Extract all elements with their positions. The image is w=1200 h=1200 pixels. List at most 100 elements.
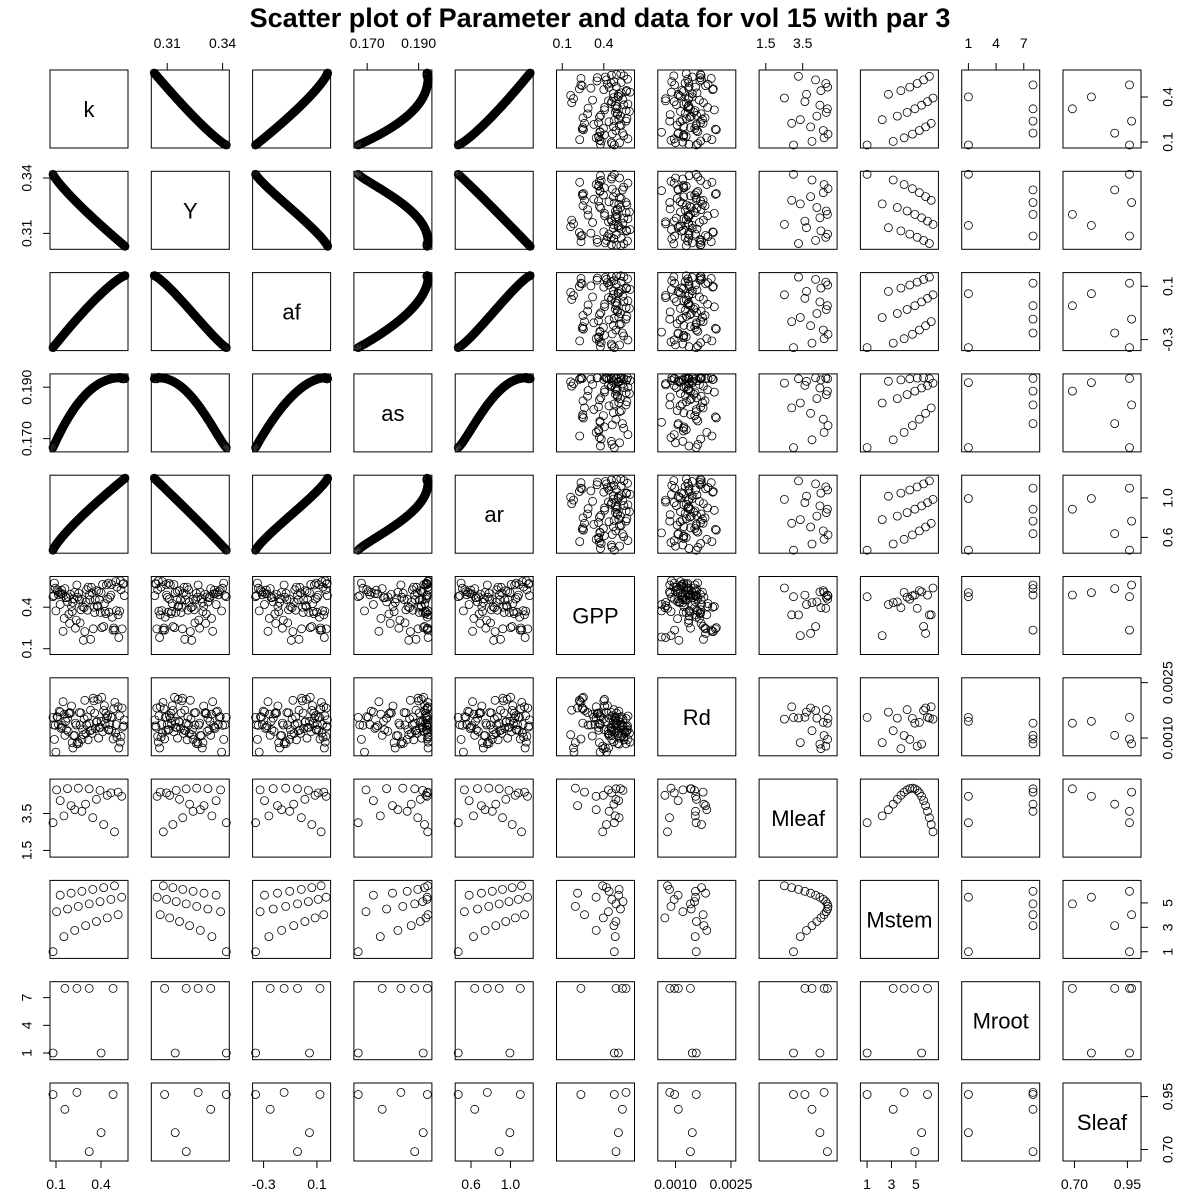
point xyxy=(899,133,909,143)
point xyxy=(1068,301,1077,311)
point xyxy=(708,227,718,237)
point xyxy=(709,105,719,115)
point xyxy=(896,226,906,236)
point xyxy=(1028,198,1038,207)
point xyxy=(1028,116,1038,126)
point xyxy=(661,291,670,300)
panel-ar-vs-Y xyxy=(149,473,231,555)
point xyxy=(1028,185,1038,195)
point xyxy=(917,213,926,223)
panel-frame xyxy=(657,69,737,149)
point xyxy=(708,85,718,94)
point xyxy=(1028,80,1038,90)
chart-title: Scatter plot of Parameter and data for v… xyxy=(249,3,951,33)
point xyxy=(599,85,609,94)
point xyxy=(589,194,599,204)
point xyxy=(684,171,694,181)
point xyxy=(569,379,578,389)
panel-af-vs-Y xyxy=(149,271,231,353)
point xyxy=(1028,278,1038,288)
point xyxy=(589,318,599,328)
point xyxy=(1028,104,1038,114)
point xyxy=(888,175,898,185)
point xyxy=(604,401,614,411)
point xyxy=(575,84,584,94)
panel-frame xyxy=(150,170,230,250)
point xyxy=(684,82,694,91)
point xyxy=(583,386,593,395)
point xyxy=(657,186,666,196)
panel-k-vs-k: k xyxy=(49,69,129,149)
point xyxy=(696,175,706,185)
panel-as-vs-ar xyxy=(453,373,535,453)
point xyxy=(896,375,906,385)
point xyxy=(707,177,717,187)
point xyxy=(821,108,831,117)
point xyxy=(821,79,831,88)
panel-k-vs-ar xyxy=(453,68,535,150)
point xyxy=(613,91,623,101)
panel-frame xyxy=(758,373,838,453)
point xyxy=(926,317,936,327)
point xyxy=(703,79,713,89)
point xyxy=(689,107,699,117)
panel-as-vs-k xyxy=(48,373,130,453)
point xyxy=(711,124,720,134)
point xyxy=(888,338,898,348)
point xyxy=(823,104,832,114)
point xyxy=(604,117,614,127)
point xyxy=(926,403,936,413)
point xyxy=(615,138,624,148)
point xyxy=(800,97,810,106)
panel-k-vs-Mstem xyxy=(859,69,939,150)
point xyxy=(575,336,585,346)
point xyxy=(609,93,618,102)
panel-frame xyxy=(49,69,129,149)
point xyxy=(612,70,621,79)
point xyxy=(589,405,599,414)
panel-as-vs-Mroot xyxy=(961,373,1041,453)
point xyxy=(578,396,588,406)
point xyxy=(908,329,917,339)
point xyxy=(594,196,603,206)
point xyxy=(666,135,676,145)
point xyxy=(1125,80,1134,90)
point xyxy=(575,135,585,145)
panel-Y-vs-as xyxy=(353,169,433,251)
point xyxy=(1110,328,1120,338)
point xyxy=(596,110,606,120)
point xyxy=(707,135,717,145)
point xyxy=(577,81,587,91)
panel-Y-vs-Mleaf xyxy=(758,169,838,250)
point xyxy=(888,435,898,445)
point xyxy=(1028,301,1038,311)
point xyxy=(687,92,697,102)
point xyxy=(702,180,712,189)
point xyxy=(789,140,798,150)
point xyxy=(780,290,789,300)
point xyxy=(611,82,621,91)
point xyxy=(566,91,576,100)
point xyxy=(964,92,973,102)
point xyxy=(674,91,684,100)
point xyxy=(892,203,902,212)
point xyxy=(693,172,703,182)
point xyxy=(888,136,898,146)
point xyxy=(877,199,887,209)
point xyxy=(921,122,930,132)
point xyxy=(576,80,586,90)
point xyxy=(675,91,685,101)
panel-frame xyxy=(961,170,1041,250)
point xyxy=(902,108,912,117)
panel-k-vs-as xyxy=(353,68,433,150)
panel-Y-vs-ar xyxy=(453,169,535,251)
point xyxy=(583,300,593,310)
panel-Y-vs-Mroot xyxy=(961,169,1041,250)
point xyxy=(964,140,973,150)
point xyxy=(708,375,718,384)
panel-Y-vs-k xyxy=(48,169,130,251)
point xyxy=(1125,140,1134,150)
point xyxy=(422,68,432,78)
point xyxy=(795,115,805,125)
